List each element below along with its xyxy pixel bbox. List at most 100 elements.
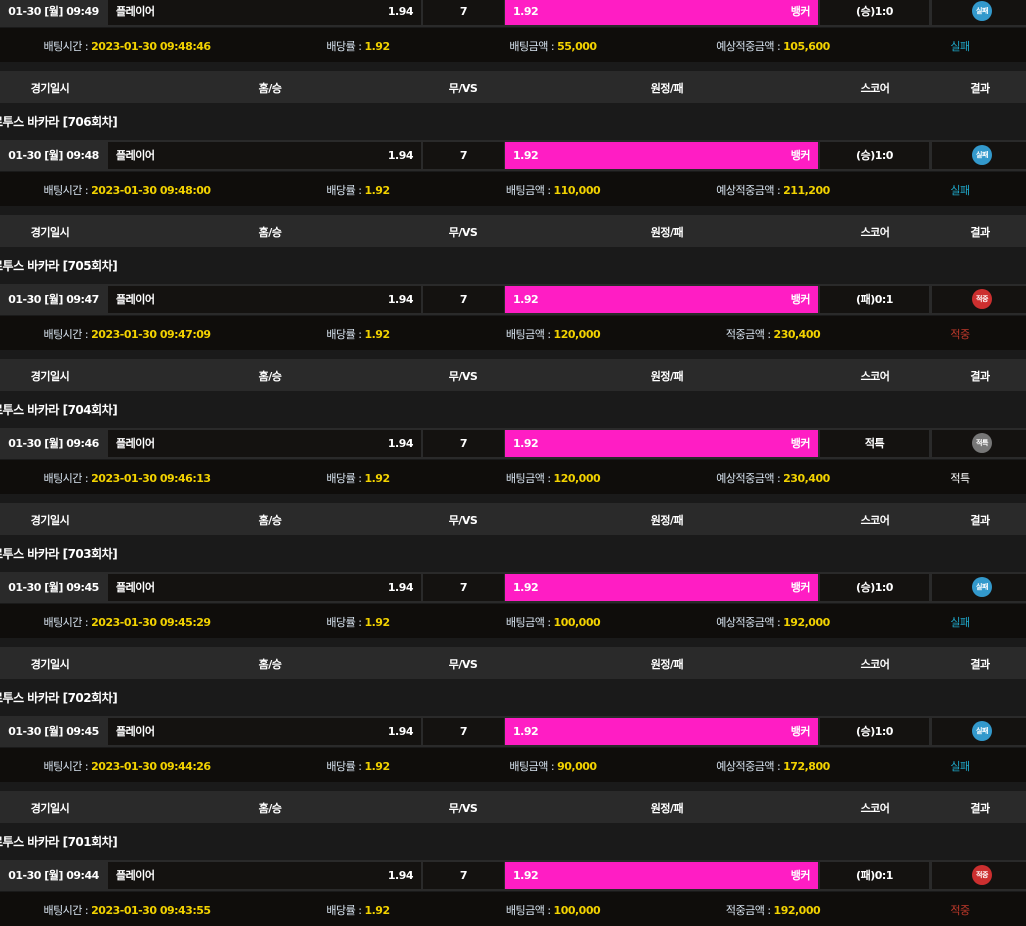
odds: 배당률 : 1.92 [326,38,390,54]
bet-status: 실패 [950,760,970,773]
away-pick-selected[interactable]: 1.92 뱅커 [505,862,818,889]
result-badge: 실패 [972,1,992,21]
score: 적특 [820,430,929,457]
amount-value: 120,000 [553,472,601,485]
odds-label: 배당률 : [326,40,365,53]
bet-amount: 배팅금액 : 55,000 [509,38,597,54]
payout-value: 192,000 [783,616,830,629]
bet-amount: 배팅금액 : 120,000 [506,470,601,486]
away-pick-selected[interactable]: 1.92 뱅커 [505,574,818,601]
away-odds: 1.92 [513,5,539,18]
bet-info-row: 배팅시간 : 2023-01-30 09:48:46 배당률 : 1.92 배팅… [0,28,1026,62]
odds-value: 1.92 [364,472,390,485]
bet-time-value: 2023-01-30 09:46:13 [91,472,211,485]
game-date: 01-30 [월] 09:45 [0,574,107,601]
home-pick[interactable]: 플레이어 1.94 [108,718,421,745]
draw-pick[interactable]: 7 [423,430,504,457]
draw-pick[interactable]: 7 [423,862,504,889]
home-odds: 1.94 [387,725,414,738]
home-pick[interactable]: 플레이어 1.94 [108,286,421,313]
bet-time-label: 배팅시간 : [43,472,92,485]
bet-amount: 배팅금액 : 90,000 [509,758,597,774]
bet-status: 실패 [950,184,970,197]
home-label: 플레이어 [116,5,155,18]
payout: 예상적중금액 : 172,800 [716,758,830,774]
odds: 배당률 : 1.92 [326,758,390,774]
bet-status: 실패 [950,40,970,53]
score: (패)0:1 [820,862,929,889]
bet-time-value: 2023-01-30 09:48:00 [91,184,211,197]
home-odds: 1.94 [387,869,414,882]
game-date: 01-30 [월] 09:46 [0,430,107,457]
bet-time: 배팅시간 : 2023-01-30 09:48:46 [43,38,211,54]
header-away: 원정/패 [650,226,684,239]
draw-pick[interactable]: 7 [423,142,504,169]
away-pick-selected[interactable]: 1.92 뱅커 [505,430,818,457]
header-result: 결과 [970,802,990,815]
result-badge: 적특 [972,433,992,453]
payout: 예상적중금액 : 230,400 [716,470,830,486]
bet-amount: 배팅금액 : 110,000 [506,182,601,198]
result-badge: 적중 [972,865,992,885]
payout: 적중금액 : 192,000 [726,902,821,918]
game-title: 로투스 바카라 [703회차] [0,547,118,561]
bet-time-value: 2023-01-30 09:44:26 [91,760,211,773]
amount-value: 100,000 [553,616,601,629]
draw-pick[interactable]: 7 [423,574,504,601]
amount-label: 배팅금액 : [505,616,554,629]
bet-time-label: 배팅시간 : [43,184,92,197]
away-pick-selected[interactable]: 1.92 뱅커 [505,718,818,745]
odds-label: 배당률 : [326,184,365,197]
away-label: 뱅커 [790,149,811,162]
odds: 배당률 : 1.92 [326,902,390,918]
bet-time-label: 배팅시간 : [43,904,92,917]
result-cell: 실패 [932,718,1026,745]
home-pick[interactable]: 플레이어 1.94 [108,430,421,457]
draw-pick[interactable]: 7 [423,0,504,25]
amount-label: 배팅금액 : [509,40,558,53]
away-label: 뱅커 [790,581,811,594]
odds-label: 배당률 : [326,472,365,485]
away-label: 뱅커 [790,293,811,306]
bet-amount: 배팅금액 : 100,000 [506,902,601,918]
header-away: 원정/패 [650,658,684,671]
draw-pick[interactable]: 7 [423,286,504,313]
header-date: 경기일시 [30,802,70,815]
payout-value: 192,000 [773,904,821,917]
home-label: 플레이어 [116,725,155,738]
payout: 예상적중금액 : 105,600 [716,38,830,54]
header-away: 원정/패 [650,370,684,383]
bet-time: 배팅시간 : 2023-01-30 09:46:13 [43,470,211,486]
result-badge: 실패 [972,721,992,741]
away-label: 뱅커 [790,437,811,450]
header-date: 경기일시 [30,370,70,383]
home-pick[interactable]: 플레이어 1.94 [108,862,421,889]
draw-pick[interactable]: 7 [423,718,504,745]
away-pick-selected[interactable]: 1.92 뱅커 [505,286,818,313]
away-pick-selected[interactable]: 1.92 뱅커 [505,0,818,25]
game-title: 로투스 바카라 [702회차] [0,691,118,705]
header-date: 경기일시 [30,226,70,239]
amount-label: 배팅금액 : [505,328,554,341]
away-pick-selected[interactable]: 1.92 뱅커 [505,142,818,169]
odds-value: 1.92 [364,616,390,629]
bet-row: 01-30 [월] 09:49 플레이어 1.94 7 1.92 뱅커 (승)1:0… [0,0,1026,27]
result-badge: 실패 [972,577,992,597]
home-label: 플레이어 [116,149,155,162]
header-result: 결과 [970,514,990,527]
home-odds: 1.94 [387,149,414,162]
header-date: 경기일시 [30,658,70,671]
home-pick[interactable]: 플레이어 1.94 [108,0,421,25]
home-pick[interactable]: 플레이어 1.94 [108,142,421,169]
home-pick[interactable]: 플레이어 1.94 [108,574,421,601]
header-draw: 무/VS [448,82,478,95]
odds-label: 배당률 : [326,760,365,773]
bet-row: 01-30 [월] 09:45 플레이어 1.94 7 1.92 뱅커 (승)1:0… [0,572,1026,603]
header-result: 결과 [970,82,990,95]
bet-info-row: 배팅시간 : 2023-01-30 09:46:13 배당률 : 1.92 배팅… [0,460,1026,494]
odds-value: 1.92 [364,904,390,917]
bet-time-label: 배팅시간 : [43,616,92,629]
bet-time-value: 2023-01-30 09:48:46 [91,40,211,53]
away-odds: 1.92 [513,725,539,738]
game-date: 01-30 [월] 09:48 [0,142,107,169]
